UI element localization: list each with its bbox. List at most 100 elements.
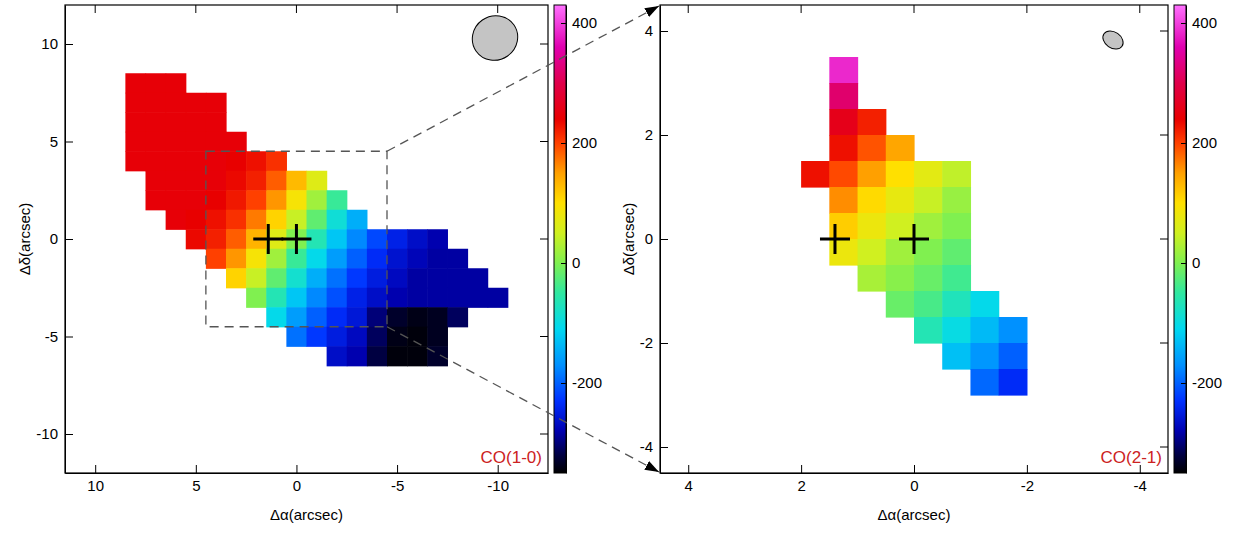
x-tick-mark: [801, 465, 802, 473]
colorbar-tick: 400: [1181, 14, 1217, 31]
velocity-cell: [347, 327, 368, 347]
velocity-cell: [347, 210, 368, 230]
cross: [281, 224, 311, 254]
y-tick-label: -5: [45, 328, 58, 345]
velocity-cell: [166, 73, 187, 93]
velocity-cell: [327, 210, 348, 230]
x-axis: 1050-5-10: [66, 465, 549, 494]
colorbar-tick-mark: [1181, 263, 1186, 264]
y-tick-label: 2: [645, 126, 653, 143]
velocity-cell: [166, 171, 187, 191]
velocity-cell: [186, 112, 207, 132]
velocity-cell: [347, 229, 368, 249]
velocity-cell: [999, 343, 1028, 370]
axis-line: [566, 6, 567, 474]
velocity-cell: [166, 190, 187, 210]
x-tick-label: 5: [192, 477, 200, 494]
velocity-cell: [914, 187, 943, 214]
colorbar-tick: 200: [1181, 134, 1217, 151]
velocity-cell: [226, 268, 247, 288]
velocity-cell: [427, 268, 448, 288]
velocity-cell: [226, 171, 247, 191]
velocity-cell: [246, 249, 267, 269]
cross: [253, 224, 283, 254]
velocity-cell: [307, 210, 328, 230]
velocity-cell: [468, 288, 489, 308]
y-tick-mark-right: [540, 336, 548, 337]
x-tick-label: 2: [797, 477, 805, 494]
y-tick-mark-right: [1160, 239, 1168, 240]
velocity-cell: [970, 291, 999, 318]
x-axis: 420-2-4: [661, 465, 1169, 494]
colorbar-tick-mark: [561, 143, 566, 144]
x-tick-label: 10: [87, 477, 104, 494]
velocity-cell: [226, 249, 247, 269]
velocity-cell: [146, 132, 167, 152]
velocity-cell: [858, 109, 887, 136]
velocity-cell: [347, 268, 368, 288]
x-tick-mark-top: [1026, 5, 1027, 13]
cross: [899, 224, 929, 254]
velocity-cell: [307, 307, 328, 327]
colorbar: [1174, 5, 1186, 473]
velocity-cell: [266, 190, 287, 210]
y-tick-label: -2: [640, 334, 653, 351]
velocity-cell: [829, 135, 858, 162]
y-tick-mark-right: [540, 141, 548, 142]
x-tick: 5: [192, 465, 200, 494]
velocity-cell: [286, 327, 307, 347]
velocity-cell: [407, 229, 428, 249]
velocity-cell: [886, 187, 915, 214]
velocity-cell: [858, 187, 887, 214]
colorbar-tick-mark: [1181, 383, 1186, 384]
x-tick-mark-top: [497, 5, 498, 13]
velocity-cell: [829, 109, 858, 136]
y-tick-label: 0: [645, 230, 653, 247]
velocity-cell: [942, 161, 971, 188]
velocity-cell: [146, 93, 167, 113]
y-tick-mark: [65, 142, 73, 143]
beam: [464, 7, 527, 69]
x-tick-label: -5: [391, 477, 404, 494]
y-tick: 5: [50, 133, 73, 150]
y-tick-mark: [660, 31, 668, 32]
zoom-connector: [387, 327, 659, 472]
velocity-cell: [427, 249, 448, 269]
velocity-cell: [125, 93, 146, 113]
velocity-cell: [829, 57, 858, 84]
velocity-cell: [942, 317, 971, 344]
colorbar-tick-mark: [561, 263, 566, 264]
velocity-cell: [886, 161, 915, 188]
velocity-cell: [146, 190, 167, 210]
velocity-cell: [387, 268, 408, 288]
annotation: CO(2-1): [1101, 448, 1162, 467]
velocity-cell: [367, 229, 388, 249]
velocity-cell: [266, 171, 287, 191]
colorbar-tick-label: 200: [1192, 134, 1217, 151]
velocity-cell: [914, 239, 943, 266]
x-tick-mark-top: [914, 5, 915, 13]
velocity-cell: [914, 265, 943, 292]
x-axis-title: Δα(arcsec): [270, 506, 343, 523]
y-tick-label: -4: [640, 438, 653, 455]
y-axis: -4-2024: [640, 6, 668, 474]
velocity-cell: [327, 229, 348, 249]
x-tick-label: -10: [487, 477, 509, 494]
velocity-cell: [186, 210, 207, 230]
velocity-cell: [226, 190, 247, 210]
velocity-cell: [447, 288, 468, 308]
velocity-cell: [166, 210, 187, 230]
velocity-cell: [407, 327, 428, 347]
velocity-cell: [125, 151, 146, 171]
velocity-cell: [206, 132, 227, 152]
velocity-cell: [447, 307, 468, 327]
colorbar-tick-label: 400: [572, 14, 597, 31]
velocity-cell: [327, 190, 348, 210]
velocity-cell: [206, 210, 227, 230]
x-tick: 4: [685, 465, 693, 494]
y-tick-label: 10: [41, 35, 58, 52]
plot-frame: [65, 5, 548, 473]
velocity-cell: [327, 327, 348, 347]
y-tick: 2: [645, 126, 668, 143]
plot-area: [801, 57, 1027, 396]
